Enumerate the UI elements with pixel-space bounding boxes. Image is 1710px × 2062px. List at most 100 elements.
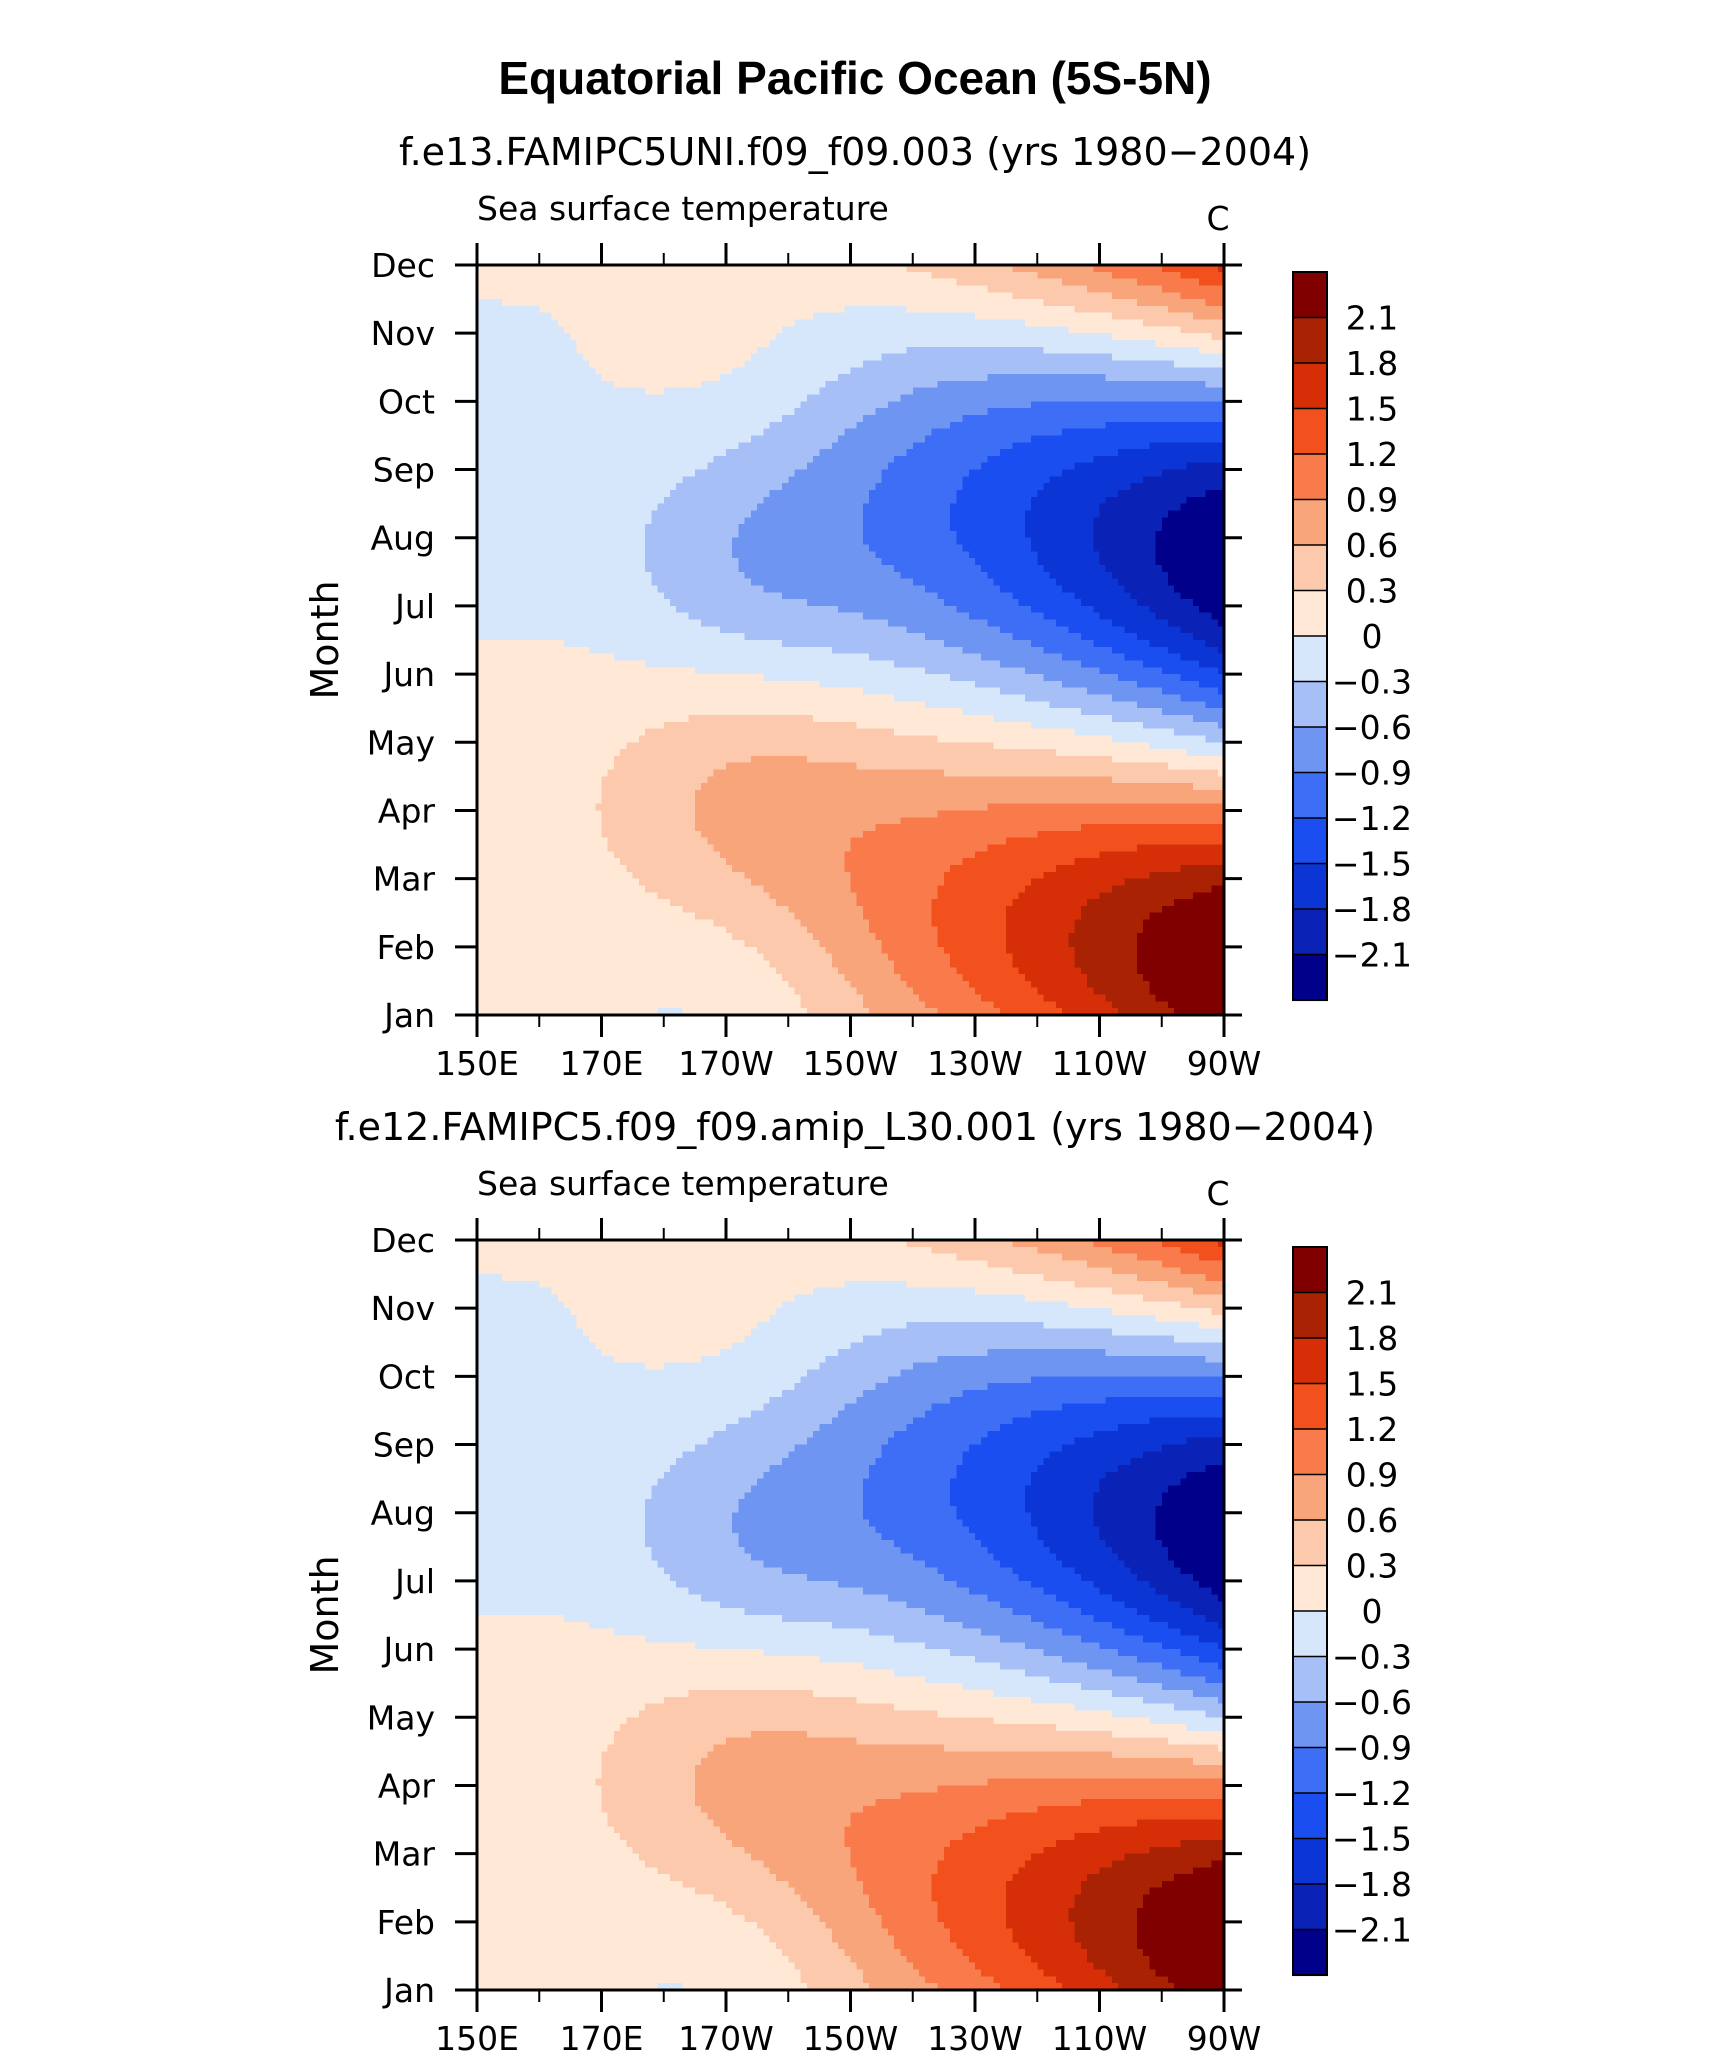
contour-cell <box>1212 347 1219 354</box>
contour-cell <box>1162 374 1169 381</box>
contour-cell <box>1137 272 1144 279</box>
contour-cell <box>558 504 565 511</box>
contour-cell <box>1068 476 1075 483</box>
contour-cell <box>1081 524 1088 531</box>
contour-cell <box>1081 531 1088 538</box>
contour-cell <box>925 320 932 327</box>
contour-cell <box>801 456 808 463</box>
contour-cell <box>1081 435 1088 442</box>
contour-cell <box>564 517 571 524</box>
contour-cell <box>1137 517 1144 524</box>
contour-cell <box>1087 442 1094 449</box>
contour-cell <box>844 299 851 306</box>
contour-cell <box>664 456 671 463</box>
contour-cell <box>701 306 708 313</box>
contour-cell <box>738 320 745 327</box>
contour-cell <box>1124 538 1131 545</box>
contour-cell <box>589 360 596 367</box>
contour-cell <box>763 456 770 463</box>
contour-cell <box>1012 408 1019 415</box>
contour-cell <box>682 306 689 313</box>
contour-cell <box>1050 272 1057 279</box>
contour-cell <box>639 415 646 422</box>
contour-cell <box>514 347 521 354</box>
contour-cell <box>907 313 914 320</box>
contour-cell <box>944 367 951 374</box>
contour-cell <box>776 320 783 327</box>
contour-cell <box>496 306 503 313</box>
contour-cell <box>720 545 727 552</box>
contour-cell <box>1124 408 1131 415</box>
contour-cell <box>738 381 745 388</box>
contour-cell <box>907 483 914 490</box>
contour-cell <box>633 326 640 333</box>
contour-cell <box>514 299 521 306</box>
contour-cell <box>1162 524 1169 531</box>
contour-cell <box>1162 333 1169 340</box>
contour-cell <box>1100 435 1107 442</box>
contour-cell <box>1068 333 1075 340</box>
contour-cell <box>1118 279 1125 286</box>
contour-cell <box>925 408 932 415</box>
contour-cell <box>788 388 795 395</box>
contour-cell <box>620 470 627 477</box>
contour-cell <box>577 470 584 477</box>
contour-cell <box>770 272 777 279</box>
contour-cell <box>1012 449 1019 456</box>
contour-cell <box>925 367 932 374</box>
contour-cell <box>589 395 596 402</box>
contour-cell <box>751 497 758 504</box>
contour-cell <box>564 497 571 504</box>
contour-cell <box>701 395 708 402</box>
contour-cell <box>944 272 951 279</box>
contour-cell <box>645 510 652 517</box>
contour-cell <box>863 449 870 456</box>
contour-cell <box>564 442 571 449</box>
contour-cell <box>838 435 845 442</box>
contour-cell <box>807 435 814 442</box>
contour-cell <box>664 354 671 361</box>
contour-cell <box>645 538 652 545</box>
contour-cell <box>496 415 503 422</box>
contour-cell <box>944 374 951 381</box>
contour-cell <box>489 415 496 422</box>
contour-cell <box>645 347 652 354</box>
contour-cell <box>1075 367 1082 374</box>
contour-cell <box>633 415 640 422</box>
contour-cell <box>975 333 982 340</box>
contour-cell <box>602 381 609 388</box>
contour-cell <box>801 449 808 456</box>
contour-cell <box>639 299 646 306</box>
contour-cell <box>732 476 739 483</box>
contour-cell <box>689 497 696 504</box>
contour-cell <box>577 510 584 517</box>
contour-cell <box>645 306 652 313</box>
contour-cell <box>869 463 876 470</box>
contour-cell <box>664 470 671 477</box>
contour-cell <box>489 470 496 477</box>
contour-cell <box>676 272 683 279</box>
contour-cell <box>832 360 839 367</box>
contour-cell <box>689 326 696 333</box>
contour-cell <box>1062 292 1069 299</box>
contour-cell <box>857 531 864 538</box>
contour-cell <box>1180 490 1187 497</box>
contour-cell <box>907 360 914 367</box>
contour-cell <box>552 545 559 552</box>
contour-cell <box>913 497 920 504</box>
contour-cell <box>514 538 521 545</box>
contour-cell <box>1087 504 1094 511</box>
contour-cell <box>1174 367 1181 374</box>
contour-cell <box>857 504 864 511</box>
contour-cell <box>1100 292 1107 299</box>
contour-cell <box>558 476 565 483</box>
contour-cell <box>651 354 658 361</box>
contour-cell <box>1137 435 1144 442</box>
contour-cell <box>963 340 970 347</box>
contour-cell <box>851 408 858 415</box>
contour-cell <box>620 401 627 408</box>
contour-cell <box>1168 292 1175 299</box>
contour-cell <box>838 360 845 367</box>
contour-cell <box>1056 497 1063 504</box>
contour-cell <box>950 381 957 388</box>
